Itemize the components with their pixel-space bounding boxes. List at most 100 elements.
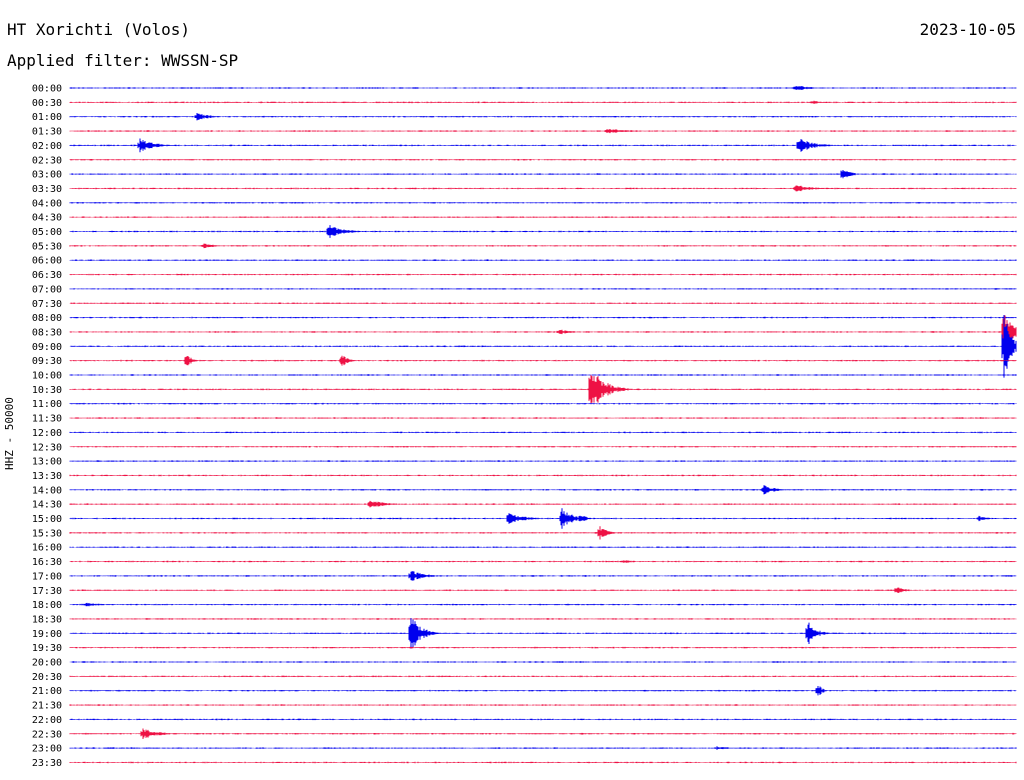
trace-line <box>69 718 1017 721</box>
row-time-label: 03:30 <box>32 184 62 195</box>
row-time-label: 12:30 <box>32 442 62 453</box>
trace-line <box>69 500 1017 508</box>
row-time-label: 19:00 <box>32 629 62 640</box>
row-time-label: 12:00 <box>32 428 62 439</box>
trace-line <box>69 661 1017 663</box>
trace-line <box>69 129 1017 134</box>
row-time-label: 11:30 <box>32 414 62 425</box>
row-time-label: 18:00 <box>32 600 62 611</box>
row-time-label: 07:00 <box>32 284 62 295</box>
row-time-label: 11:00 <box>32 399 62 410</box>
row-time-label: 20:30 <box>32 672 62 683</box>
row-time-label: 01:30 <box>32 127 62 138</box>
trace-line <box>69 728 1017 739</box>
row-time-label: 16:00 <box>32 543 62 554</box>
row-time-label: 14:00 <box>32 485 62 496</box>
row-time-label: 00:00 <box>32 84 62 95</box>
row-time-label: 05:30 <box>32 241 62 252</box>
trace-line <box>69 202 1017 204</box>
trace-line <box>69 474 1017 477</box>
row-time-label: 23:00 <box>32 744 62 755</box>
row-time-label: 22:00 <box>32 715 62 726</box>
row-time-label: 13:00 <box>32 457 62 468</box>
trace-line <box>69 315 1017 378</box>
trace-line <box>69 316 1017 319</box>
row-time-label: 19:30 <box>32 643 62 654</box>
trace-line <box>69 138 1017 153</box>
trace-line <box>69 100 1017 104</box>
station-title: HT Xorichti (Volos) <box>7 20 191 39</box>
trace-line <box>69 374 1017 376</box>
row-time-label: 08:30 <box>32 327 62 338</box>
trace-line <box>69 546 1017 548</box>
row-time-label: 00:30 <box>32 98 62 109</box>
trace-line <box>69 302 1017 305</box>
row-time-label: 21:30 <box>32 701 62 712</box>
trace-line <box>69 618 1017 649</box>
trace-line <box>69 675 1017 678</box>
row-time-label: 09:30 <box>32 356 62 367</box>
row-time-label: 21:00 <box>32 686 62 697</box>
trace-line <box>69 170 1017 179</box>
row-time-label: 02:00 <box>32 141 62 152</box>
row-time-label: 15:30 <box>32 528 62 539</box>
trace-line <box>69 259 1017 261</box>
row-time-label: 05:00 <box>32 227 62 238</box>
row-time-label: 15:00 <box>32 514 62 525</box>
trace-line <box>69 417 1017 419</box>
row-time-label: 22:30 <box>32 729 62 740</box>
row-time-label: 07:30 <box>32 299 62 310</box>
trace-line <box>69 375 1017 404</box>
trace-line <box>69 571 1017 581</box>
trace-line <box>69 704 1017 706</box>
trace-line <box>69 560 1017 563</box>
row-time-label: 04:30 <box>32 213 62 224</box>
trace-line <box>69 113 1017 121</box>
trace-line <box>69 602 1017 607</box>
trace-line <box>69 315 1017 349</box>
trace-line <box>69 86 1017 90</box>
trace-line <box>69 746 1017 750</box>
trace-line <box>69 158 1017 161</box>
trace-line <box>69 185 1017 192</box>
row-time-label: 09:00 <box>32 342 62 353</box>
trace-line <box>69 216 1017 218</box>
row-time-label: 17:30 <box>32 586 62 597</box>
trace-line <box>69 761 1017 764</box>
trace-line <box>69 686 1017 696</box>
trace-line <box>69 225 1017 238</box>
trace-line <box>69 355 1017 366</box>
trace-line <box>69 288 1017 290</box>
row-time-label: 01:00 <box>32 112 62 123</box>
trace-line <box>69 273 1017 276</box>
trace-line <box>69 243 1017 249</box>
date-label: 2023-10-05 <box>919 20 1016 39</box>
row-time-label: 20:00 <box>32 658 62 669</box>
row-time-label: 23:30 <box>32 758 62 769</box>
row-time-label: 04:00 <box>32 198 62 209</box>
filter-label: Applied filter: WWSSN-SP <box>7 51 239 70</box>
trace-line <box>69 587 1017 593</box>
trace-line <box>69 485 1017 495</box>
row-time-label: 17:00 <box>32 571 62 582</box>
row-time-label: 06:30 <box>32 270 62 281</box>
trace-line <box>69 508 1017 529</box>
row-time-label: 06:00 <box>32 256 62 267</box>
trace-line <box>69 460 1017 462</box>
row-time-label: 18:30 <box>32 614 62 625</box>
trace-line <box>69 402 1017 405</box>
row-time-label: 02:30 <box>32 155 62 166</box>
row-time-label: 16:30 <box>32 557 62 568</box>
row-time-label: 03:00 <box>32 170 62 181</box>
trace-line <box>69 526 1017 540</box>
trace-line <box>69 618 1017 620</box>
trace-line <box>69 646 1017 649</box>
row-time-label: 10:00 <box>32 371 62 382</box>
row-time-label: 08:00 <box>32 313 62 324</box>
trace-line <box>69 431 1017 434</box>
row-time-label: 13:30 <box>32 471 62 482</box>
trace-line <box>69 445 1017 448</box>
row-time-label: 10:30 <box>32 385 62 396</box>
row-time-label: 14:30 <box>32 500 62 511</box>
